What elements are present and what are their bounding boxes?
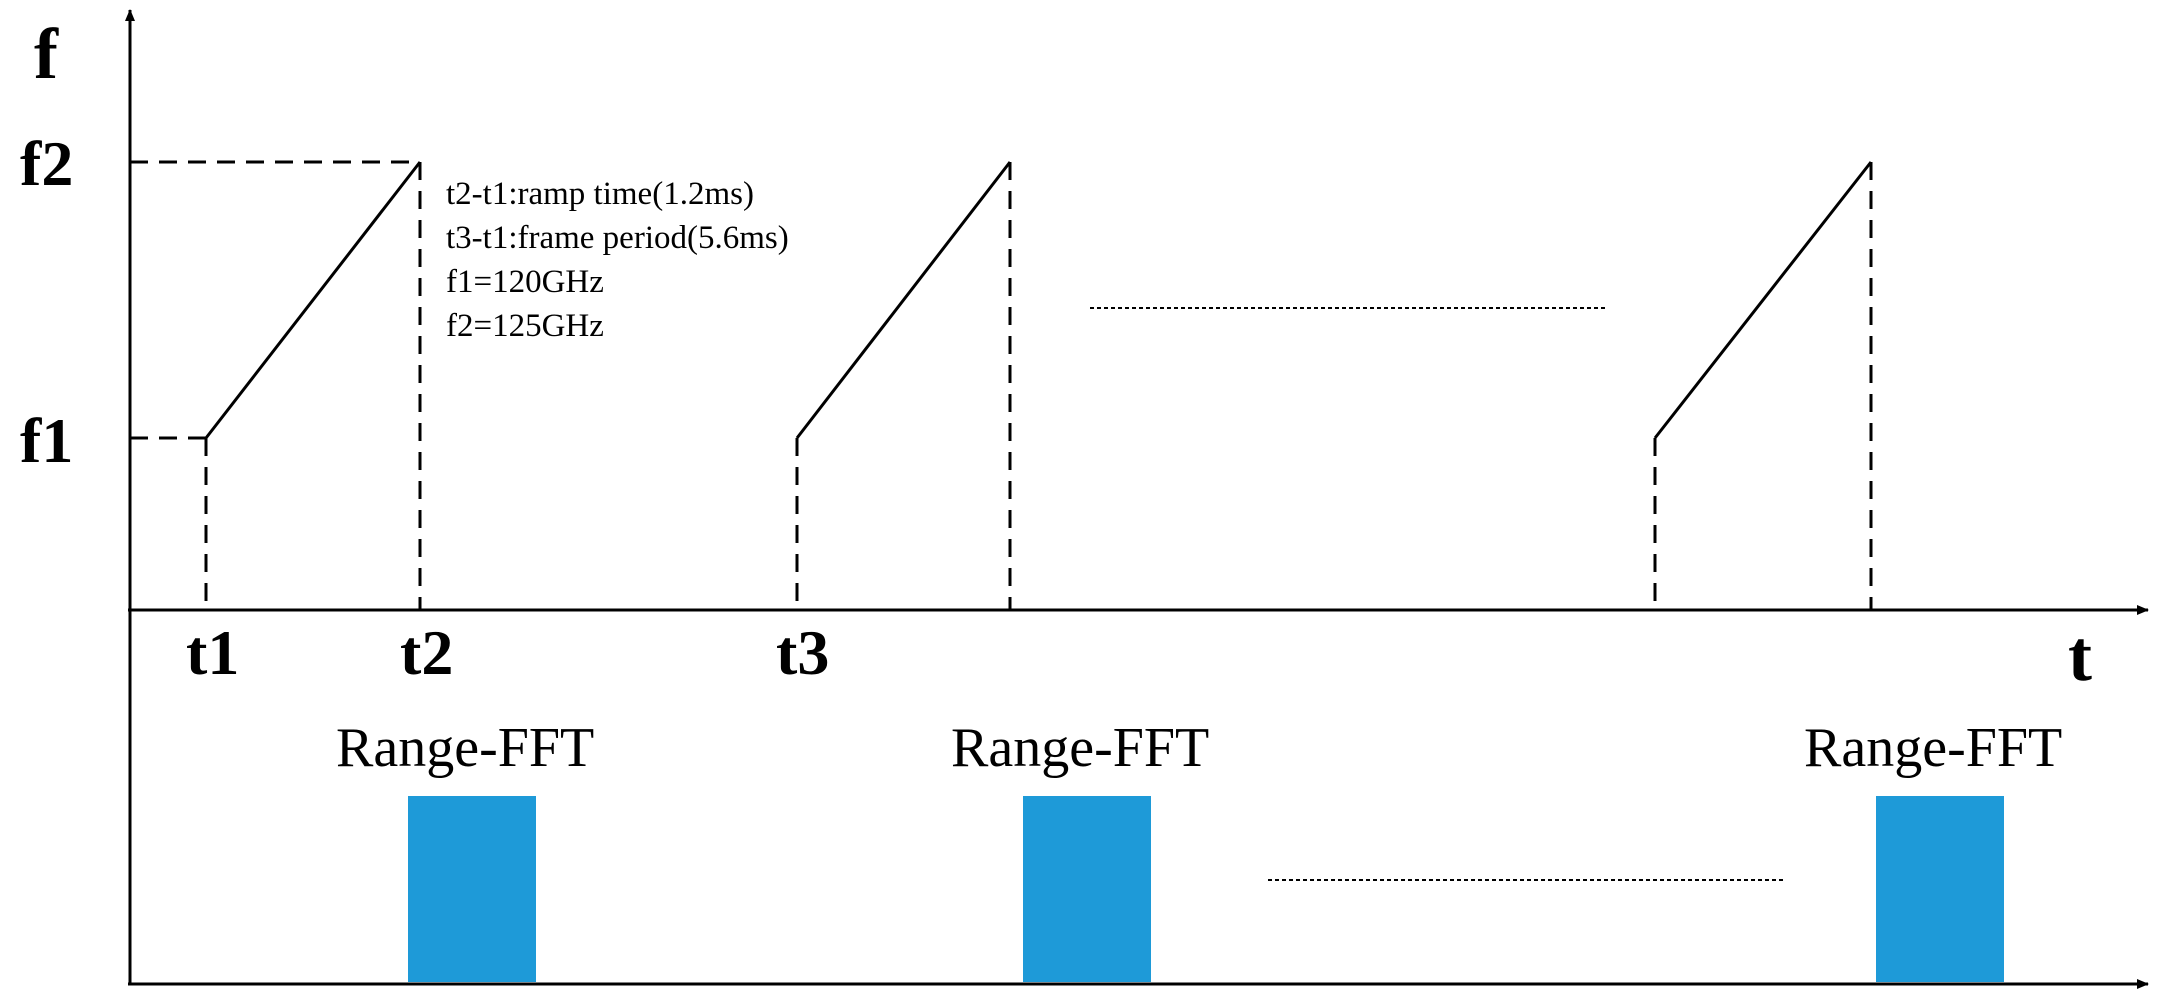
- f1-level-label: f1: [20, 405, 73, 476]
- chirp-3-ramp: [1653, 161, 1873, 439]
- fft-block-1: [408, 796, 536, 982]
- fft-label-3: Range-FFT: [1804, 717, 2062, 779]
- chirp-2-ramp: [795, 161, 1012, 439]
- t3-label: t3: [776, 617, 829, 688]
- t2-label: t2: [400, 617, 453, 688]
- fft-label-1: Range-FFT: [336, 717, 594, 779]
- t1-label: t1: [186, 617, 239, 688]
- fft-block-3: [1876, 796, 2004, 982]
- chirp-1-ramp: [204, 161, 422, 439]
- frequency-axis-label: f: [34, 14, 59, 94]
- time-axis-label: t: [2068, 616, 2092, 696]
- fft-label-2: Range-FFT: [951, 717, 1209, 779]
- annotation-f2-value: f2=125GHz: [446, 308, 604, 344]
- f2-level-label: f2: [20, 128, 73, 199]
- annotation-frame-period: t3-t1:frame period(5.6ms): [446, 220, 789, 256]
- annotation-f1-value: f1=120GHz: [446, 264, 604, 300]
- fft-block-2: [1023, 796, 1151, 982]
- annotation-ramp-time: t2-t1:ramp time(1.2ms): [446, 176, 754, 212]
